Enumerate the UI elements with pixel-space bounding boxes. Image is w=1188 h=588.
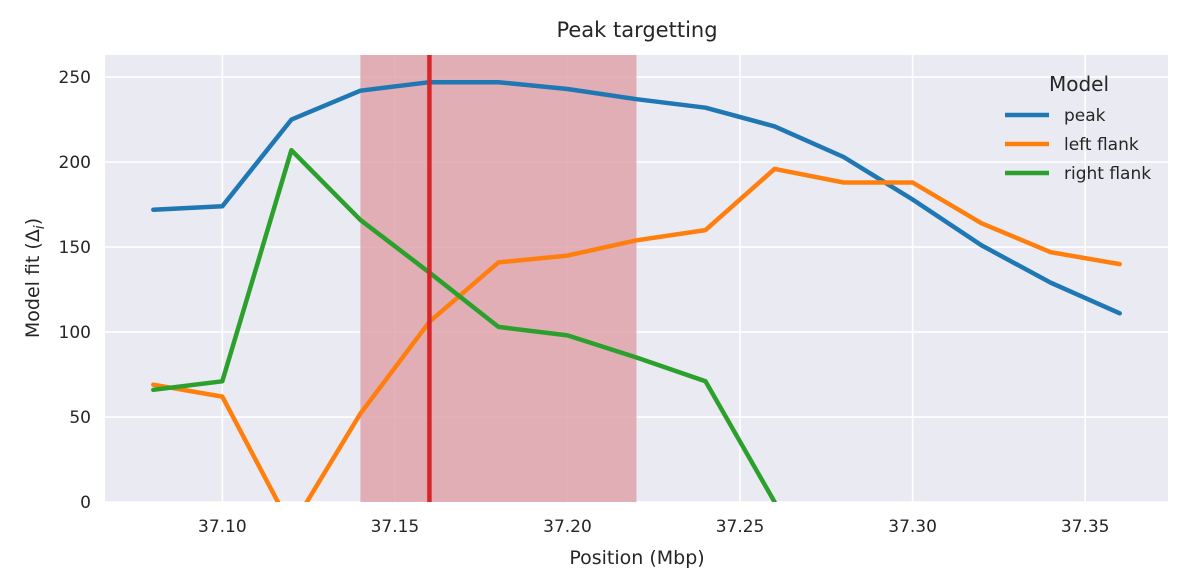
- x-axis-ticks: 37.10 37.15 37.20 37.25 37.30 37.35: [198, 517, 1109, 537]
- series-layer: [151, 79, 1122, 502]
- y-axis-label: Model fit (Δi): [22, 218, 48, 338]
- x-tick-label: 37.35: [1061, 517, 1110, 537]
- series-line-peak: [151, 79, 1122, 316]
- y-tick-label: 200: [59, 153, 91, 173]
- x-tick-label: 37.10: [198, 517, 247, 537]
- highlight-band: [360, 55, 637, 502]
- y-tick-label: 250: [59, 68, 91, 88]
- series-line-right-flank: [151, 147, 777, 502]
- x-tick-label: 37.30: [888, 517, 937, 537]
- x-tick-label: 37.25: [716, 517, 765, 537]
- legend-label: left flank: [1064, 135, 1139, 155]
- series-line-left-flank: [151, 166, 1122, 502]
- x-tick-label: 37.20: [543, 517, 592, 537]
- chart-title: Peak targetting: [556, 18, 717, 42]
- y-tick-label: 100: [59, 323, 91, 343]
- legend-label: right flank: [1064, 164, 1151, 184]
- legend-label: peak: [1064, 106, 1106, 126]
- legend: Model peak left flank right flank: [1005, 72, 1151, 184]
- y-tick-label: 0: [80, 493, 91, 513]
- y-axis-ticks: 0 50 100 150 200 250: [59, 68, 91, 513]
- y-tick-label: 150: [59, 238, 91, 258]
- y-tick-label: 50: [69, 408, 91, 428]
- legend-title: Model: [1049, 72, 1109, 96]
- x-tick-label: 37.15: [371, 517, 420, 537]
- x-axis-label: Position (Mbp): [569, 547, 704, 569]
